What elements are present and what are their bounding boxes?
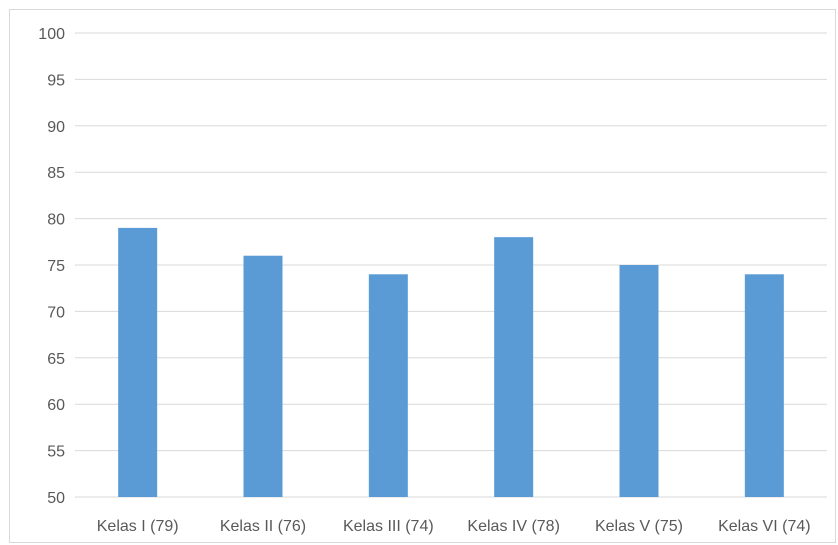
y-tick-label: 55 bbox=[47, 444, 65, 461]
bar bbox=[744, 274, 784, 497]
y-tick-label: 85 bbox=[47, 165, 65, 182]
bar bbox=[368, 274, 408, 497]
bar bbox=[243, 255, 283, 497]
bar bbox=[619, 265, 659, 497]
x-tick-label: Kelas IV (78) bbox=[467, 518, 559, 535]
x-tick-label: Kelas II (76) bbox=[220, 518, 306, 535]
y-tick-label: 70 bbox=[47, 304, 65, 321]
y-tick-label: 90 bbox=[47, 119, 65, 136]
y-tick-label: 100 bbox=[38, 26, 65, 43]
y-axis-ticks: 50 55 60 65 70 75 80 85 90 95 100 bbox=[38, 26, 65, 507]
x-tick-label: Kelas VI (74) bbox=[718, 518, 810, 535]
bars bbox=[118, 227, 784, 497]
y-tick-label: 60 bbox=[47, 397, 65, 414]
y-tick-label: 50 bbox=[47, 490, 65, 507]
y-tick-label: 75 bbox=[47, 258, 65, 275]
bar bbox=[118, 227, 158, 497]
x-tick-label: Kelas I (79) bbox=[97, 518, 179, 535]
x-axis-ticks: Kelas I (79) Kelas II (76) Kelas III (74) K… bbox=[97, 518, 811, 535]
y-tick-label: 65 bbox=[47, 351, 65, 368]
gridlines bbox=[75, 32, 827, 498]
x-tick-label: Kelas V (75) bbox=[595, 518, 683, 535]
bar bbox=[494, 237, 534, 497]
y-tick-label: 95 bbox=[47, 72, 65, 89]
x-tick-label: Kelas III (74) bbox=[343, 518, 434, 535]
y-tick-label: 80 bbox=[47, 212, 65, 229]
